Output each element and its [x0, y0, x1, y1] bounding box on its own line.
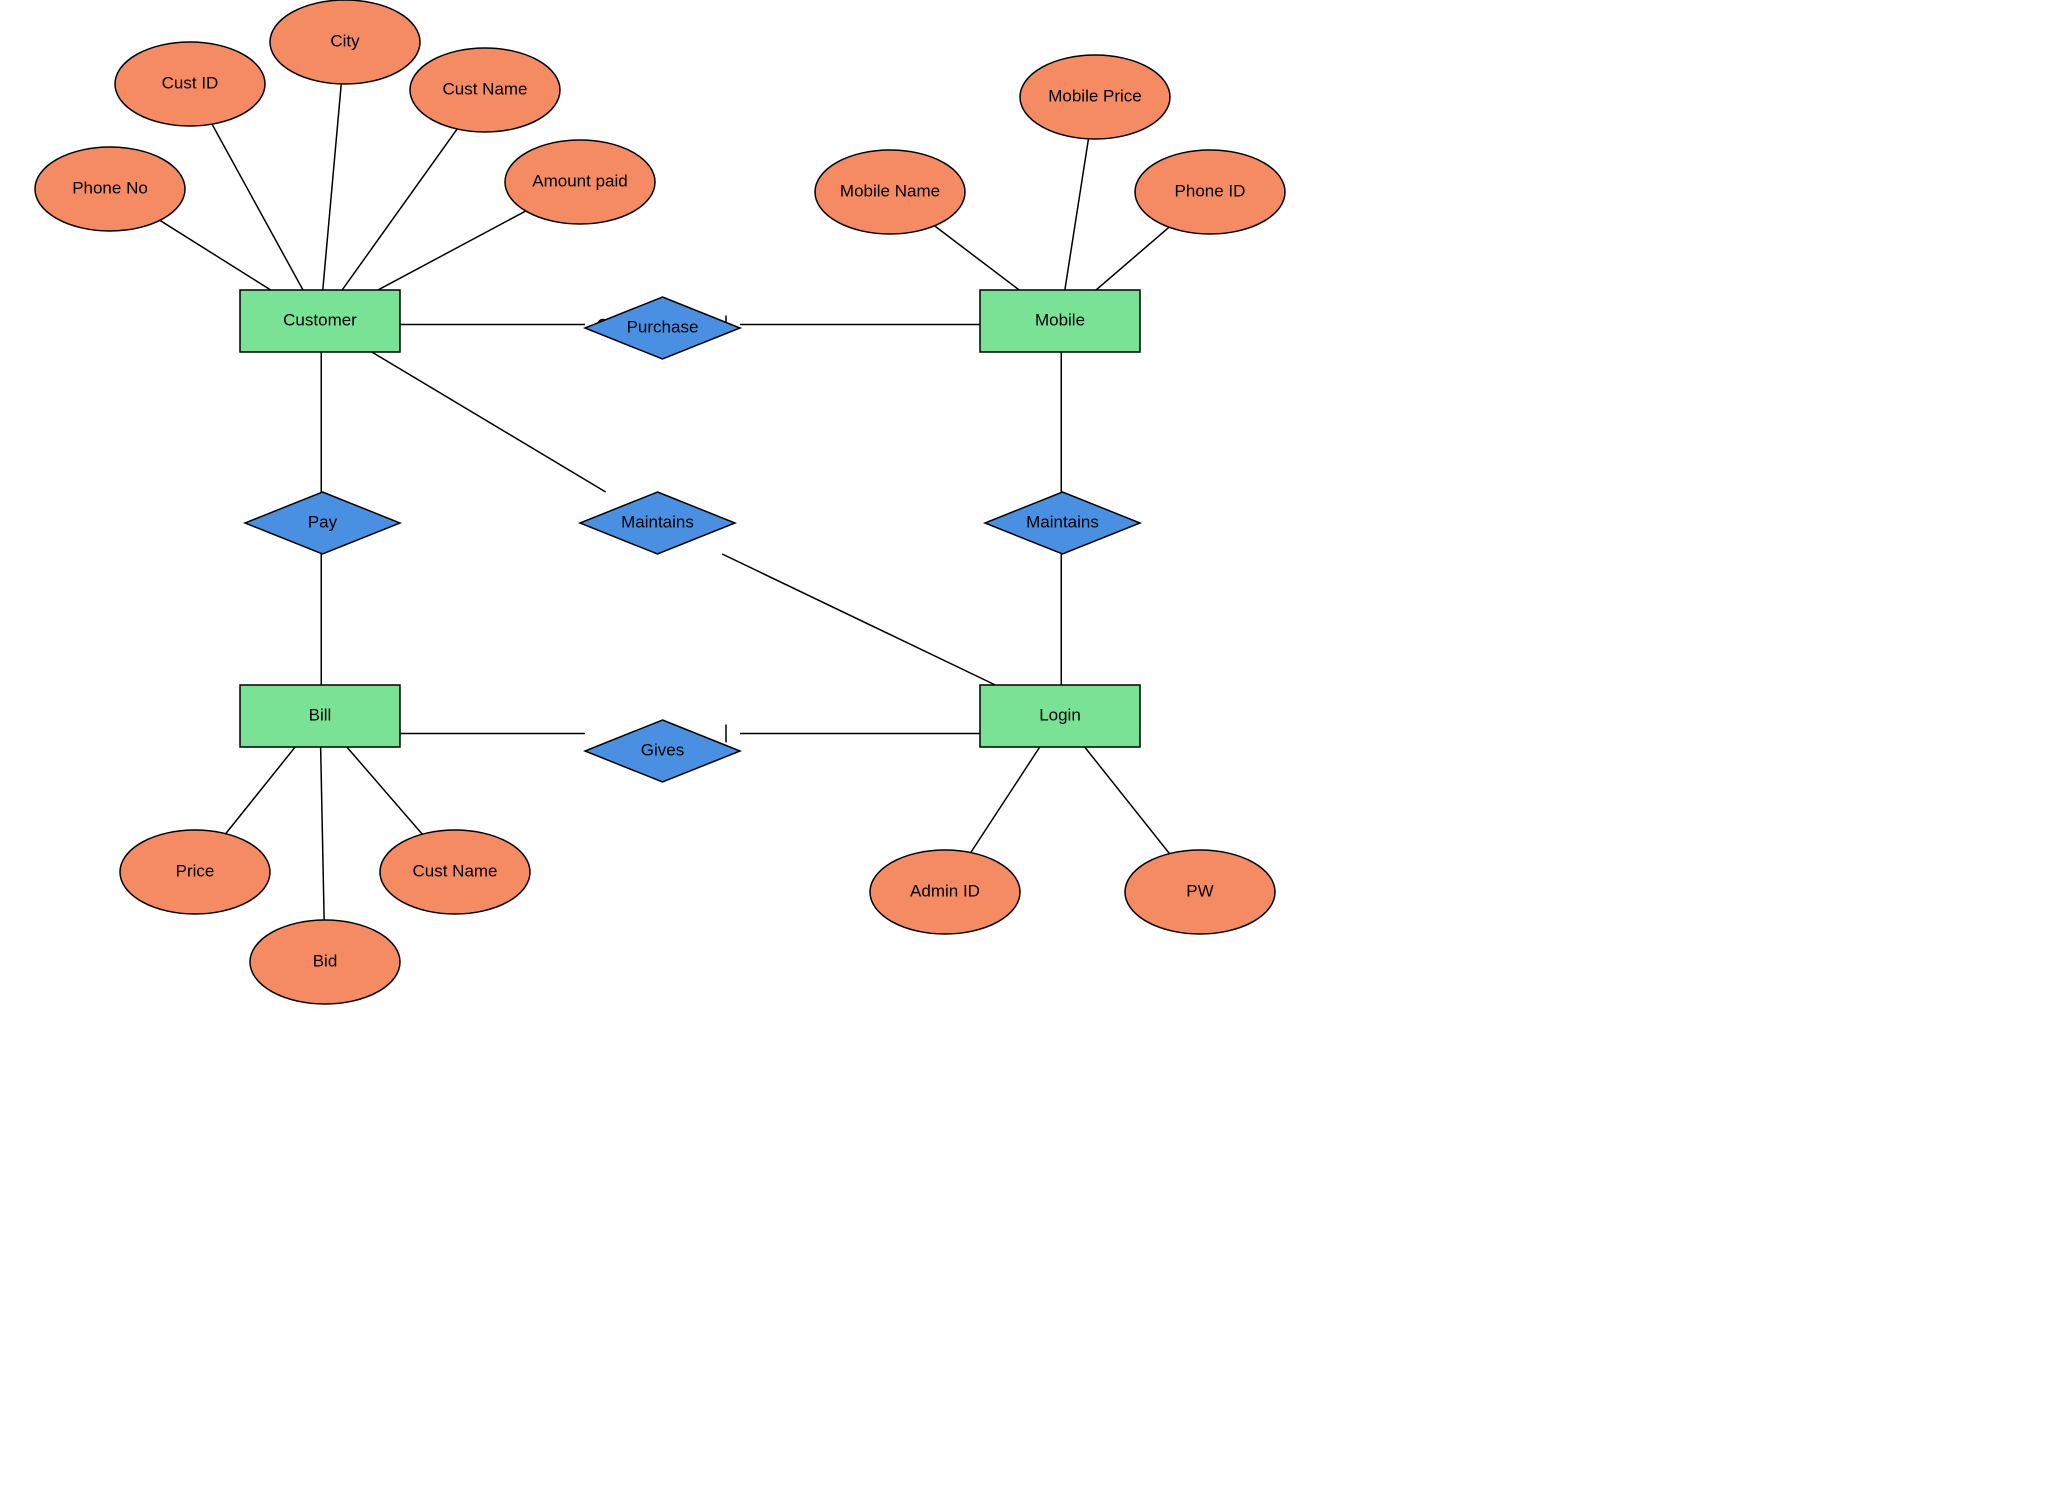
edge-purchase-mobile [726, 316, 994, 334]
edge-customer-maintains1 [372, 352, 606, 492]
attribute-bid: Bid [250, 920, 400, 1004]
attribute-label: Phone ID [1175, 181, 1246, 200]
attribute-mobile_price: Mobile Price [1020, 55, 1170, 139]
attribute-label: Mobile Name [840, 181, 940, 200]
entity-label: Customer [283, 310, 357, 329]
edge-customer-purchase [386, 316, 608, 334]
attribute-cust_name1: Cust Name [410, 48, 560, 132]
relationship-pay: Pay [245, 492, 400, 554]
entity-label: Mobile [1035, 310, 1085, 329]
entity-mobile: Mobile [980, 290, 1140, 352]
attribute-amount_paid: Amount paid [505, 140, 655, 224]
relationship-label: Gives [641, 740, 684, 759]
attribute-label: Amount paid [532, 171, 627, 190]
relationship-label: Purchase [627, 317, 699, 336]
edge-maintains2-login [1052, 531, 1070, 699]
attribute-label: Mobile Price [1048, 86, 1142, 105]
edge-maintains1-login [722, 554, 1004, 699]
attribute-label: Phone No [72, 178, 148, 197]
relationship-maintains2: Maintains [985, 492, 1140, 554]
attribute-mobile_name: Mobile Name [815, 150, 965, 234]
attribute-label: Admin ID [910, 881, 980, 900]
relationship-maintains1: Maintains [580, 492, 735, 554]
relationship-label: Pay [308, 512, 338, 531]
attribute-price: Price [120, 830, 270, 914]
attribute-pw: PW [1125, 850, 1275, 934]
attribute-label: Bid [313, 951, 338, 970]
er-diagram: Customer Mobile Bill Login Purchase Pay Mainta… [0, 0, 1536, 1132]
entity-bill: Bill [240, 685, 400, 747]
attribute-label: PW [1186, 881, 1213, 900]
attribute-city: City [270, 0, 420, 84]
relationship-label: Maintains [1026, 512, 1099, 531]
attribute-label: Cust Name [442, 79, 527, 98]
attribute-label: Cust Name [412, 861, 497, 880]
relationship-gives: Gives [585, 720, 740, 782]
entity-customer: Customer [240, 290, 400, 352]
attribute-cust_id: Cust ID [115, 42, 265, 126]
attribute-phone_id: Phone ID [1135, 150, 1285, 234]
attribute-label: Cust ID [162, 73, 219, 92]
edge-gives-login [726, 725, 994, 743]
attribute-admin_id: Admin ID [870, 850, 1020, 934]
edge-pay-bill [312, 531, 330, 699]
entity-label: Login [1039, 705, 1081, 724]
attribute-cust_name2: Cust Name [380, 830, 530, 914]
relationship-purchase: Purchase [585, 297, 740, 359]
edge-customer-pay [312, 338, 330, 515]
relationship-label: Maintains [621, 512, 694, 531]
attribute-label: Price [176, 861, 215, 880]
attribute-label: City [330, 31, 360, 50]
entity-label: Bill [309, 705, 332, 724]
entity-login: Login [980, 685, 1140, 747]
attribute-phone_no: Phone No [35, 147, 185, 231]
